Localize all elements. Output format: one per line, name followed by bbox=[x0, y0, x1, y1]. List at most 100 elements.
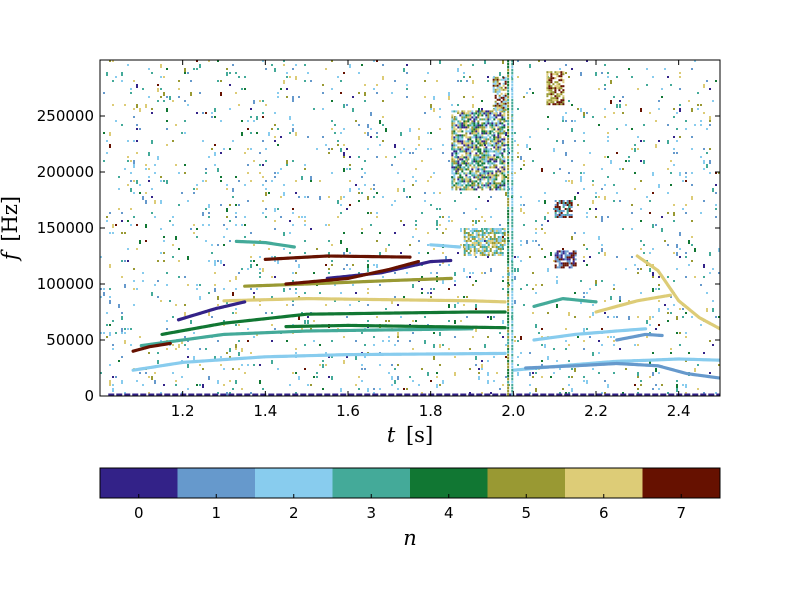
noise-cell bbox=[106, 312, 108, 314]
patch-cell bbox=[465, 142, 468, 145]
patch-cell bbox=[463, 140, 466, 143]
noise-cell bbox=[409, 244, 411, 246]
patch-cell bbox=[562, 262, 565, 265]
noise-cell bbox=[691, 184, 693, 186]
patch-cell bbox=[487, 244, 490, 246]
noise-cell bbox=[592, 352, 594, 356]
patch-cell bbox=[570, 214, 573, 216]
noise-cell bbox=[157, 352, 159, 354]
noise-cell bbox=[292, 272, 294, 274]
patch-cell bbox=[483, 140, 486, 143]
noise-cell bbox=[172, 140, 174, 142]
patch-cell bbox=[479, 112, 482, 115]
noise-cell bbox=[292, 208, 294, 210]
noise-cell bbox=[394, 368, 396, 370]
patch-cell bbox=[453, 146, 456, 149]
patch-cell bbox=[485, 140, 488, 143]
patch-cell bbox=[550, 89, 553, 92]
noise-cell bbox=[436, 384, 438, 388]
patch-cell bbox=[493, 242, 496, 244]
patch-cell bbox=[501, 228, 504, 230]
patch-cell bbox=[489, 250, 492, 252]
noise-cell bbox=[400, 132, 402, 136]
patch-cell bbox=[467, 124, 470, 127]
noise-cell bbox=[223, 244, 225, 246]
noise-cell bbox=[601, 328, 603, 330]
patch-cell bbox=[556, 260, 559, 263]
patch-cell bbox=[495, 136, 498, 139]
noise-cell bbox=[601, 72, 603, 74]
vertical-line-cell bbox=[511, 60, 514, 63]
noise-cell bbox=[445, 228, 447, 230]
track-line bbox=[243, 276, 453, 288]
noise-cell bbox=[394, 80, 396, 82]
patch-cell bbox=[568, 258, 571, 261]
noise-cell bbox=[169, 96, 171, 100]
patch-cell bbox=[550, 97, 553, 100]
patch-cell bbox=[500, 102, 503, 105]
noise-cell bbox=[133, 160, 135, 164]
vertical-line-cell bbox=[507, 120, 510, 123]
patch-cell bbox=[469, 188, 472, 191]
patch-cell bbox=[495, 148, 498, 151]
patch-cell bbox=[457, 148, 460, 151]
noise-cell bbox=[676, 140, 678, 142]
noise-cell bbox=[616, 192, 618, 194]
patch-cell bbox=[550, 85, 553, 88]
patch-cell bbox=[475, 128, 478, 131]
patch-cell bbox=[463, 124, 466, 127]
noise-cell bbox=[217, 340, 219, 342]
patch-cell bbox=[477, 168, 480, 171]
patch-cell bbox=[503, 118, 506, 121]
noise-cell bbox=[685, 176, 687, 178]
noise-cell bbox=[196, 288, 198, 290]
noise-cell bbox=[367, 124, 369, 128]
vertical-line-cell bbox=[511, 306, 514, 309]
patch-cell bbox=[503, 174, 506, 177]
patch-cell bbox=[566, 208, 569, 210]
track-line bbox=[263, 254, 412, 261]
vertical-line-cell bbox=[507, 336, 510, 339]
noise-cell bbox=[364, 356, 366, 358]
patch-cell bbox=[483, 250, 486, 252]
patch-cell bbox=[475, 126, 478, 129]
patch-cell bbox=[483, 112, 486, 115]
patch-cell bbox=[459, 122, 462, 125]
patch-cell bbox=[477, 176, 480, 179]
noise-cell bbox=[109, 60, 111, 62]
colorbar-swatch bbox=[100, 468, 178, 498]
noise-cell bbox=[103, 332, 105, 334]
patch-cell bbox=[493, 240, 496, 242]
noise-cell bbox=[268, 132, 270, 136]
noise-cell bbox=[547, 128, 549, 130]
noise-cell bbox=[583, 188, 585, 190]
patch-cell bbox=[497, 238, 500, 240]
y-axis-label: f [Hz] bbox=[0, 196, 22, 262]
noise-cell bbox=[691, 148, 693, 150]
patch-cell bbox=[493, 228, 496, 230]
patch-cell bbox=[501, 148, 504, 151]
patch-cell bbox=[487, 174, 490, 177]
noise-cell bbox=[568, 376, 570, 378]
noise-cell bbox=[607, 136, 609, 138]
y-axis-unit: [Hz] bbox=[0, 196, 22, 242]
noise-cell bbox=[571, 68, 573, 70]
noise-cell bbox=[583, 376, 585, 378]
noise-cell bbox=[346, 248, 348, 252]
noise-cell bbox=[109, 288, 111, 290]
noise-cell bbox=[610, 296, 612, 300]
patch-cell bbox=[499, 232, 502, 234]
noise-cell bbox=[409, 128, 411, 132]
noise-cell bbox=[289, 252, 291, 254]
noise-cell bbox=[574, 196, 576, 200]
patch-cell bbox=[467, 182, 470, 185]
noise-cell bbox=[223, 320, 225, 322]
patch-cell bbox=[463, 166, 466, 169]
noise-cell bbox=[598, 372, 600, 374]
noise-cell bbox=[145, 192, 147, 194]
noise-cell bbox=[619, 300, 621, 302]
patch-cell bbox=[504, 96, 507, 99]
patch-cell bbox=[457, 136, 460, 139]
noise-cell bbox=[592, 368, 594, 370]
noise-cell bbox=[604, 252, 606, 256]
